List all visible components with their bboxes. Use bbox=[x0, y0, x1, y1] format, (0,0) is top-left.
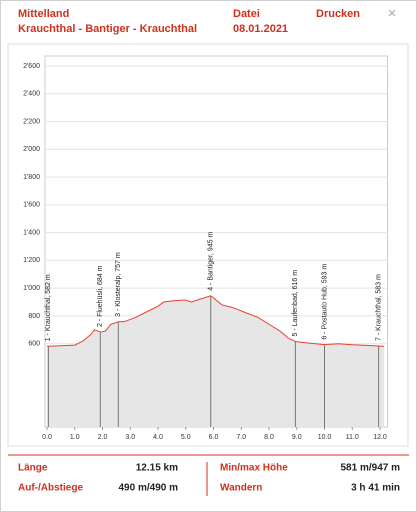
waypoint-label: 3 - Klosteralp, 757 m bbox=[115, 252, 122, 317]
menu-file[interactable]: Datei bbox=[233, 8, 260, 20]
waypoint-label: 2 - Fluehüsli, 684 m bbox=[97, 265, 104, 327]
region: Mittelland bbox=[18, 8, 69, 20]
stat-label: Wandern bbox=[220, 483, 262, 494]
waypoint-label: 4 - Bantiger, 945 m bbox=[208, 231, 215, 290]
y-tick-label: 1'600 bbox=[23, 202, 40, 209]
stat-label: Min/max Höhe bbox=[220, 463, 288, 474]
elevation-area bbox=[47, 295, 385, 427]
close-button[interactable]: × bbox=[388, 5, 397, 22]
y-tick-label: 2'400 bbox=[23, 91, 40, 98]
x-tick-label: 10.0 bbox=[318, 434, 332, 441]
stat-value: 3 h 41 min bbox=[351, 483, 400, 494]
y-tick-label: 1'800 bbox=[23, 174, 40, 181]
x-tick-label: 9.0 bbox=[292, 434, 302, 441]
x-tick-label: 0.0 bbox=[42, 434, 52, 441]
x-tick-label: 1.0 bbox=[70, 434, 80, 441]
y-tick-label: 2'600 bbox=[23, 63, 40, 70]
stat-value: 581 m/947 m bbox=[341, 463, 401, 474]
x-tick-label: 6.0 bbox=[209, 434, 219, 441]
route: Krauchthal - Bantiger - Krauchthal bbox=[18, 23, 197, 35]
y-tick-label: 2'000 bbox=[23, 146, 40, 153]
x-tick-label: 4.0 bbox=[153, 434, 163, 441]
x-tick-label: 2.0 bbox=[98, 434, 108, 441]
y-tick-label: 1'400 bbox=[23, 229, 40, 236]
y-tick-label: 800 bbox=[28, 313, 40, 320]
menu-print[interactable]: Drucken bbox=[316, 8, 360, 20]
x-tick-label: 8.0 bbox=[264, 434, 274, 441]
x-tick-label: 7.0 bbox=[236, 434, 246, 441]
elevation-line bbox=[46, 295, 385, 347]
waypoint-label: 7 - Krauchthal, 583 m bbox=[375, 274, 382, 341]
date: 08.01.2021 bbox=[233, 23, 288, 35]
y-tick-label: 600 bbox=[28, 341, 40, 348]
stat-label: Auf-/Abstiege bbox=[18, 483, 83, 494]
stat-value: 490 m/490 m bbox=[119, 483, 179, 494]
stat-label: Länge bbox=[18, 463, 48, 474]
x-tick-label: 5.0 bbox=[181, 434, 191, 441]
y-tick-label: 1'000 bbox=[23, 285, 40, 292]
x-tick-label: 3.0 bbox=[125, 434, 135, 441]
y-tick-label: 1'200 bbox=[23, 257, 40, 264]
y-tick-label: 2'200 bbox=[23, 118, 40, 125]
stat-value: 12.15 km bbox=[136, 463, 178, 474]
waypoint-label: 5 - Laufenbad, 616 m bbox=[292, 270, 299, 337]
waypoint-label: 1 - Krauchthal, 582 m bbox=[45, 274, 52, 341]
x-tick-label: 11.0 bbox=[346, 434, 359, 441]
waypoint-label: 6 - Postauto Hub, 593 m bbox=[321, 264, 328, 340]
x-tick-label: 12.0 bbox=[373, 434, 387, 441]
